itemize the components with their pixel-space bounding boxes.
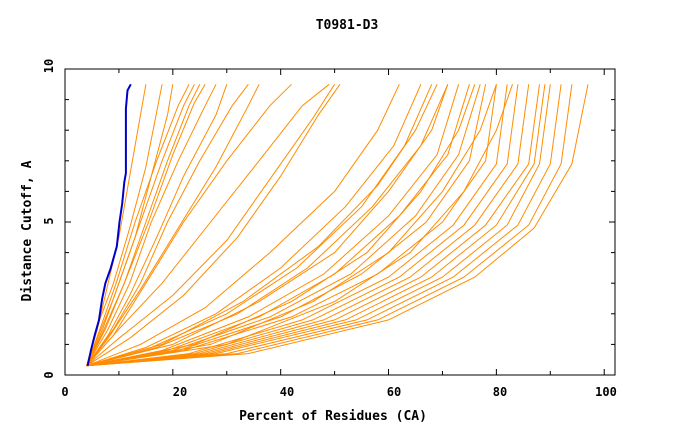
model-line-30 — [86, 84, 573, 367]
model-line-13 — [86, 84, 341, 367]
model-line-4 — [86, 84, 190, 366]
highlight-line — [86, 83, 132, 367]
model-line-31 — [86, 84, 589, 367]
model-line-29 — [86, 84, 562, 367]
model-line-6 — [86, 84, 201, 367]
model-line-15 — [86, 84, 422, 367]
x-tick-label-80: 80 — [493, 385, 507, 399]
model-line-21 — [86, 84, 487, 367]
model-line-34 — [86, 84, 476, 367]
axis-ticks — [64, 68, 615, 376]
x-tick-label-0: 0 — [61, 385, 68, 399]
model-line-5 — [86, 84, 195, 367]
model-line-12 — [86, 83, 330, 367]
model-line-10 — [86, 83, 249, 367]
model-line-27 — [86, 84, 546, 367]
y-tick-label-10: 10 — [42, 59, 56, 73]
plot-lines — [86, 83, 589, 367]
chart-title: T0981-D3 — [316, 18, 379, 33]
model-line-35 — [86, 84, 497, 367]
model-line-32 — [86, 84, 449, 367]
model-line-24 — [86, 84, 519, 367]
model-line-33 — [86, 84, 438, 367]
model-line-20 — [86, 84, 481, 367]
model-line-25 — [86, 84, 530, 367]
model-line-28 — [86, 84, 551, 367]
x-axis-label: Percent of Residues (CA) — [239, 409, 427, 424]
model-line-37 — [86, 84, 336, 367]
model-line-9 — [86, 84, 228, 367]
x-tick-label-40: 40 — [280, 385, 294, 399]
x-tick-label-60: 60 — [387, 385, 401, 399]
y-axis-label: Distance Cutoff, A — [20, 160, 35, 301]
model-line-23 — [86, 84, 508, 367]
model-line-36 — [86, 84, 513, 367]
model-line-3 — [86, 84, 174, 366]
x-tick-label-20: 20 — [173, 385, 187, 399]
model-line-8 — [86, 84, 217, 367]
model-line-26 — [86, 84, 540, 367]
model-line-38 — [86, 84, 260, 367]
model-line-7 — [86, 84, 206, 367]
y-tick-label-5: 5 — [42, 217, 56, 224]
model-line-17 — [86, 84, 449, 367]
x-tick-label-100: 100 — [595, 385, 617, 399]
model-line-14 — [86, 84, 400, 367]
y-tick-label-0: 0 — [42, 371, 56, 378]
